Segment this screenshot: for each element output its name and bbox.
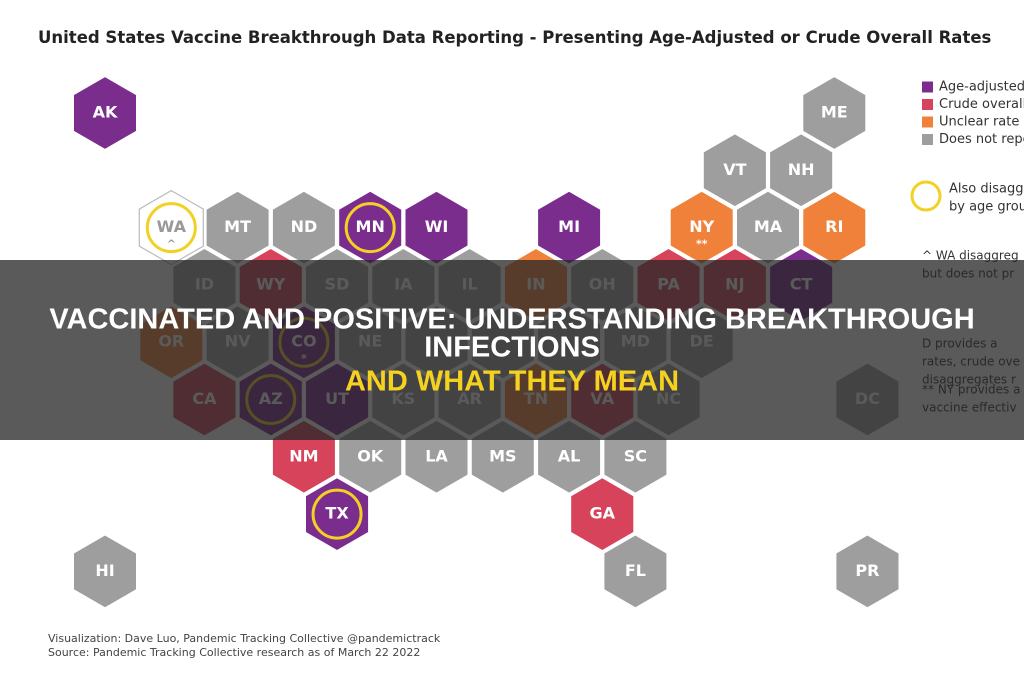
footer: Visualization: Dave Luo, Pandemic Tracki… [48,632,441,659]
state-label: TX [325,504,349,523]
state-label: WI [425,217,449,236]
state-label: AL [558,446,581,465]
banner-bg [0,260,1024,440]
legend-label: Crude overall [939,97,1024,112]
state-hex [768,132,835,209]
state-note-mark: ** [696,238,708,251]
highlight-ring [311,488,363,540]
state-label: GA [589,504,615,523]
state-hex [72,533,138,610]
state-label: NH [788,160,815,179]
banner-line: INFECTIONS [424,332,600,364]
footer-line: Source: Pandemic Tracking Collective res… [48,646,420,659]
state-label: SC [624,446,647,465]
legend-label: Does not repo [939,132,1024,147]
legend-label: Age-adjusted [939,80,1024,95]
state-label: MT [224,217,251,236]
note-line: ^ WA disaggreg [922,249,1019,263]
state-label: ND [291,217,318,236]
state-label: MS [489,446,516,465]
state-label: RI [825,217,843,236]
legend-swatch [922,81,933,93]
state-hex [801,74,868,152]
legend-swatch [922,99,933,110]
state-label: WA [157,217,187,236]
state-label: OK [357,446,384,465]
state-label: HI [95,561,114,580]
state-label: ME [821,103,848,122]
state-label: LA [425,446,448,465]
state-hex [569,475,636,553]
state-label: NM [289,446,318,465]
state-hex [834,533,901,610]
state-hex [701,132,768,209]
circle-note: Also disagg [949,182,1023,197]
highlight-ring [344,202,396,254]
state-label: MA [754,217,783,236]
state-note-mark: ^ [167,238,176,251]
banner: VACCINATED AND POSITIVE: UNDERSTANDING B… [49,304,974,398]
legend-swatch [922,116,933,128]
state-label: PR [855,561,879,580]
legend-label: Unclear rate c [939,115,1024,130]
state-label: MI [558,217,580,236]
legend-swatch [922,134,933,145]
footer-line: Visualization: Dave Luo, Pandemic Tracki… [48,632,441,645]
map-title: United States Vaccine Breakthrough Data … [38,28,992,47]
state-label: MN [356,217,385,236]
banner-highlight: AND WHAT THEY MEAN [345,366,679,398]
state-label: NY [689,217,714,236]
state-label: VT [723,160,746,179]
legend-ring [910,180,942,212]
circle-note: by age grou [949,200,1024,215]
state-hex [602,533,669,610]
highlight-ring [145,202,197,254]
state-label: AK [93,103,118,122]
state-hex [72,74,138,152]
state-label: FL [625,561,646,580]
banner-line: VACCINATED AND POSITIVE: UNDERSTANDING B… [49,304,974,336]
